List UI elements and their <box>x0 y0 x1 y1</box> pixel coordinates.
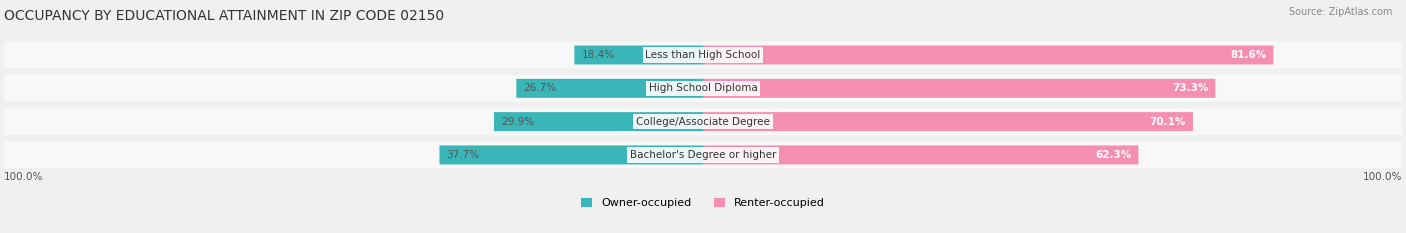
Legend: Owner-occupied, Renter-occupied: Owner-occupied, Renter-occupied <box>576 194 830 213</box>
Text: 100.0%: 100.0% <box>1362 171 1402 182</box>
Text: High School Diploma: High School Diploma <box>648 83 758 93</box>
Text: College/Associate Degree: College/Associate Degree <box>636 117 770 127</box>
FancyBboxPatch shape <box>703 45 1274 65</box>
FancyBboxPatch shape <box>516 79 703 98</box>
Text: 70.1%: 70.1% <box>1150 117 1185 127</box>
Text: Less than High School: Less than High School <box>645 50 761 60</box>
Text: Source: ZipAtlas.com: Source: ZipAtlas.com <box>1288 7 1392 17</box>
Text: Bachelor's Degree or higher: Bachelor's Degree or higher <box>630 150 776 160</box>
Text: 100.0%: 100.0% <box>4 171 44 182</box>
Text: 37.7%: 37.7% <box>447 150 479 160</box>
Text: OCCUPANCY BY EDUCATIONAL ATTAINMENT IN ZIP CODE 02150: OCCUPANCY BY EDUCATIONAL ATTAINMENT IN Z… <box>4 9 444 23</box>
FancyBboxPatch shape <box>440 145 703 164</box>
Text: 26.7%: 26.7% <box>523 83 557 93</box>
FancyBboxPatch shape <box>703 145 1139 164</box>
Text: 73.3%: 73.3% <box>1171 83 1208 93</box>
FancyBboxPatch shape <box>703 79 1215 98</box>
FancyBboxPatch shape <box>4 75 1402 102</box>
FancyBboxPatch shape <box>4 42 1402 68</box>
FancyBboxPatch shape <box>574 45 703 65</box>
Text: 62.3%: 62.3% <box>1095 150 1132 160</box>
FancyBboxPatch shape <box>703 112 1192 131</box>
Text: 29.9%: 29.9% <box>501 117 534 127</box>
FancyBboxPatch shape <box>4 109 1402 135</box>
FancyBboxPatch shape <box>494 112 703 131</box>
Text: 18.4%: 18.4% <box>582 50 614 60</box>
Text: 81.6%: 81.6% <box>1230 50 1267 60</box>
FancyBboxPatch shape <box>4 142 1402 168</box>
